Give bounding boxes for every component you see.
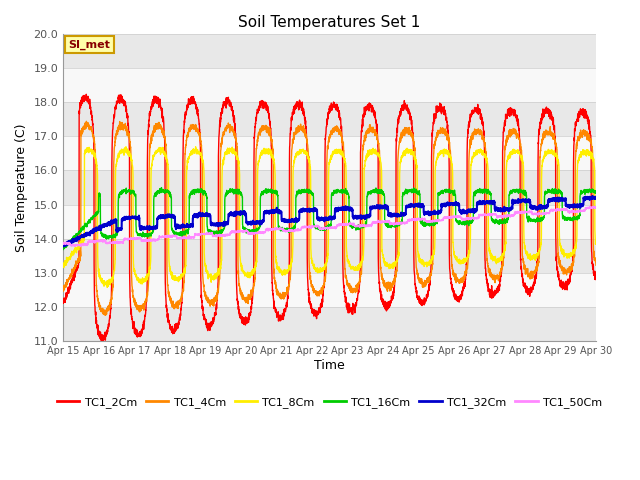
Bar [63, 68, 596, 102]
Title: Soil Temperatures Set 1: Soil Temperatures Set 1 [238, 15, 420, 30]
Text: SI_met: SI_met [68, 40, 110, 50]
Bar [63, 204, 596, 239]
X-axis label: Time: Time [314, 359, 345, 372]
Bar [63, 273, 596, 307]
Bar [63, 136, 596, 170]
Legend: TC1_2Cm, TC1_4Cm, TC1_8Cm, TC1_16Cm, TC1_32Cm, TC1_50Cm: TC1_2Cm, TC1_4Cm, TC1_8Cm, TC1_16Cm, TC1… [52, 393, 607, 412]
Y-axis label: Soil Temperature (C): Soil Temperature (C) [15, 123, 28, 252]
